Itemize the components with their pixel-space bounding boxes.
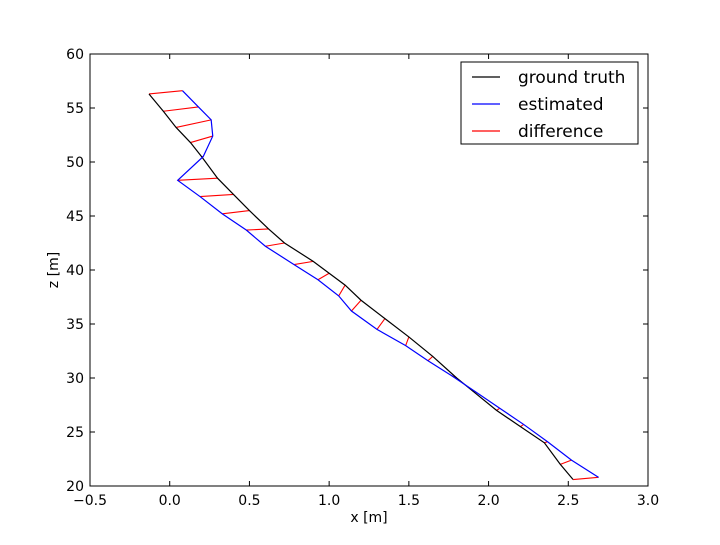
series-line-ground-truth bbox=[148, 93, 574, 480]
y-tick-label: 35 bbox=[66, 317, 84, 333]
x-tick-label: −0.5 bbox=[73, 493, 107, 509]
series-lines bbox=[148, 90, 599, 480]
y-tick-label: 20 bbox=[66, 479, 84, 495]
legend-label-ground-truth: ground truth bbox=[518, 68, 625, 88]
y-tick-label: 30 bbox=[66, 371, 84, 387]
x-axis-label: x [m] bbox=[350, 510, 387, 526]
difference-segment bbox=[317, 272, 330, 281]
axis-ticks: −0.5 0.0 0.5 1.0 1.5 2.0 2.5 3.0 20 25 30 35 40 45 50 5… bbox=[66, 47, 659, 509]
y-tick-label: 55 bbox=[66, 101, 84, 117]
x-tick-label: 2.5 bbox=[557, 493, 579, 509]
difference-segment bbox=[265, 242, 285, 247]
difference-segment bbox=[351, 299, 362, 312]
difference-segment bbox=[427, 355, 434, 362]
series-line-estimated bbox=[176, 90, 599, 478]
x-tick-label: 0.0 bbox=[159, 493, 181, 509]
y-tick-label: 40 bbox=[66, 263, 84, 279]
difference-segment bbox=[293, 260, 314, 266]
y-tick-label: 45 bbox=[66, 209, 84, 225]
legend-box bbox=[460, 61, 639, 145]
difference-segment bbox=[222, 210, 250, 215]
difference-segment bbox=[175, 119, 212, 128]
legend: ground truth estimated difference bbox=[460, 61, 639, 145]
y-tick-label: 60 bbox=[66, 47, 84, 63]
y-tick-label: 50 bbox=[66, 155, 84, 171]
difference-segment bbox=[338, 284, 346, 297]
difference-segment bbox=[190, 135, 213, 144]
x-tick-label: 1.0 bbox=[318, 493, 340, 509]
difference-segment bbox=[177, 177, 218, 181]
difference-segment bbox=[199, 193, 234, 198]
difference-segment bbox=[148, 90, 183, 95]
difference-segment bbox=[560, 459, 572, 465]
difference-segment bbox=[405, 336, 410, 346]
y-tick-label: 25 bbox=[66, 425, 84, 441]
difference-segment bbox=[246, 228, 269, 231]
difference-segment bbox=[573, 476, 599, 481]
legend-label-estimated: estimated bbox=[518, 95, 604, 115]
x-tick-label: 3.0 bbox=[637, 493, 659, 509]
difference-segment bbox=[163, 106, 199, 112]
x-tick-label: 0.5 bbox=[238, 493, 260, 509]
x-tick-label: 2.0 bbox=[477, 493, 499, 509]
legend-label-difference: difference bbox=[518, 122, 603, 142]
difference-segment bbox=[376, 318, 386, 330]
x-tick-label: 1.5 bbox=[398, 493, 420, 509]
y-axis-label: z [m] bbox=[46, 252, 62, 288]
